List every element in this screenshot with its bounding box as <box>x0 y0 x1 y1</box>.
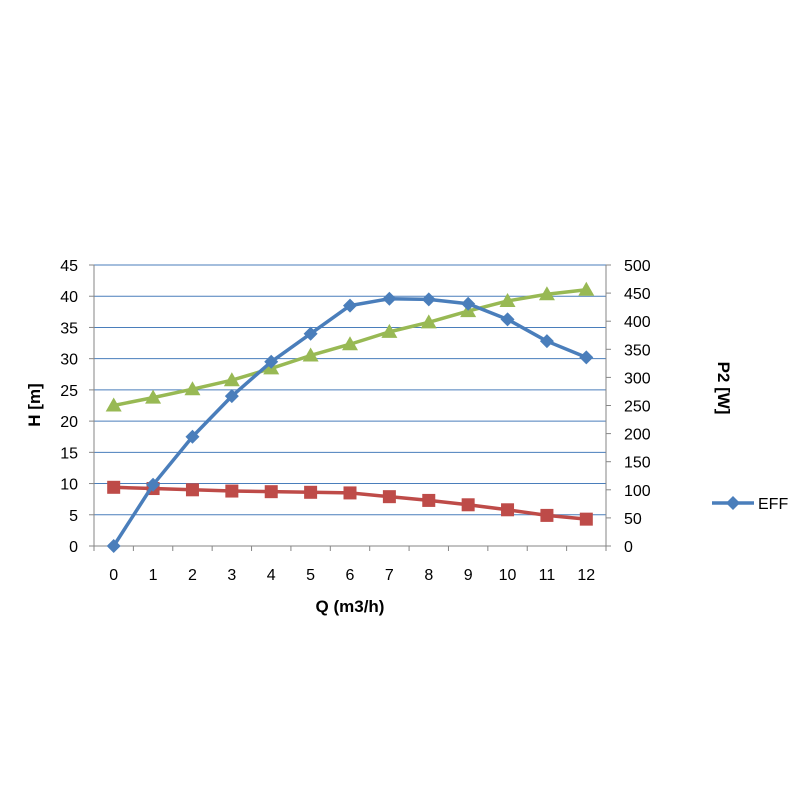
series-2-point <box>538 286 555 301</box>
series-2-point <box>302 347 319 362</box>
series-2-point <box>145 389 162 404</box>
series-0-point <box>303 326 318 341</box>
series-1 <box>107 480 593 526</box>
y-tick-label: 5 <box>69 508 78 525</box>
x-tick-label: 10 <box>499 567 517 584</box>
y2-tick-label: 500 <box>624 258 651 275</box>
x-tick-label: 6 <box>346 567 355 584</box>
series-2-point <box>499 292 516 307</box>
series-1-point <box>382 490 396 504</box>
series-0-point <box>185 429 200 444</box>
series-0-point <box>500 312 515 327</box>
series-1-point <box>225 484 239 498</box>
series-line-0 <box>112 296 587 547</box>
series-1-point <box>501 503 515 517</box>
y2-tick-label: 300 <box>624 370 651 387</box>
y2-tick-label: 400 <box>624 314 651 331</box>
series-2-point <box>223 372 240 387</box>
series-layer <box>105 281 595 553</box>
series-0-point <box>224 389 239 404</box>
y-tick-label: 35 <box>60 320 78 337</box>
x-axis-title: Q (m3/h) <box>316 597 385 616</box>
series-1-point <box>107 480 121 494</box>
x-tick-label: 8 <box>424 567 433 584</box>
series-2-point <box>342 336 358 351</box>
series-0-point <box>421 292 436 307</box>
x-tick-label: 3 <box>227 567 236 584</box>
series-1-point <box>461 498 475 512</box>
series-1-point <box>264 485 278 499</box>
legend-label: EFF <box>758 496 788 513</box>
series-0-point <box>106 539 121 553</box>
legend-marker <box>726 496 740 510</box>
series-0-point <box>461 296 476 311</box>
series-0-point <box>579 350 594 365</box>
y2-tick-label: 150 <box>624 455 651 472</box>
y-tick-label: 0 <box>69 539 78 556</box>
y-tick-label: 20 <box>60 414 78 431</box>
series-1-point <box>185 483 199 497</box>
y2-tick-label: 250 <box>624 399 651 416</box>
x-tick-label: 2 <box>188 567 197 584</box>
series-0 <box>106 291 594 553</box>
y-tick-label: 10 <box>60 477 78 494</box>
y-tick-label: 45 <box>60 258 78 275</box>
series-2 <box>105 281 595 412</box>
x-tick-label: 11 <box>539 567 556 584</box>
axes <box>89 264 611 551</box>
series-1-point <box>343 486 357 500</box>
series-1-point <box>304 485 318 499</box>
y2-tick-label: 0 <box>624 539 633 556</box>
y-tick-label: 15 <box>60 445 78 462</box>
y2-axis-title: P2 [W] <box>714 362 733 415</box>
tick-labels: 0510152025303540450501001502002503003504… <box>60 258 651 584</box>
series-0-point <box>539 334 554 349</box>
series-1-point <box>422 493 436 507</box>
y2-tick-label: 450 <box>624 286 651 303</box>
series-2-point <box>420 314 437 329</box>
series-0-point <box>382 291 397 306</box>
x-tick-label: 5 <box>306 567 315 584</box>
y-tick-label: 25 <box>60 383 78 400</box>
x-tick-label: 7 <box>385 567 394 584</box>
x-tick-label: 4 <box>267 567 276 584</box>
y-tick-label: 40 <box>60 289 78 306</box>
series-2-point <box>105 397 122 412</box>
y2-tick-label: 200 <box>624 427 651 444</box>
legend: EFF <box>712 496 788 513</box>
series-2-point <box>381 323 398 338</box>
y-tick-label: 30 <box>60 352 78 369</box>
series-0-point <box>264 354 279 369</box>
x-tick-label: 9 <box>464 567 473 584</box>
y2-tick-label: 100 <box>624 483 651 500</box>
x-tick-label: 12 <box>577 567 595 584</box>
y2-tick-label: 350 <box>624 342 651 359</box>
series-0-point <box>146 477 161 492</box>
series-0-point <box>343 298 357 313</box>
series-1-point <box>579 512 593 526</box>
x-tick-label: 0 <box>109 567 118 584</box>
y-axis-title: H [m] <box>25 383 44 426</box>
series-1-point <box>540 508 554 522</box>
series-2-point <box>184 381 201 396</box>
series-2-point <box>578 281 595 296</box>
y2-tick-label: 50 <box>624 511 642 528</box>
x-tick-label: 1 <box>149 567 158 584</box>
